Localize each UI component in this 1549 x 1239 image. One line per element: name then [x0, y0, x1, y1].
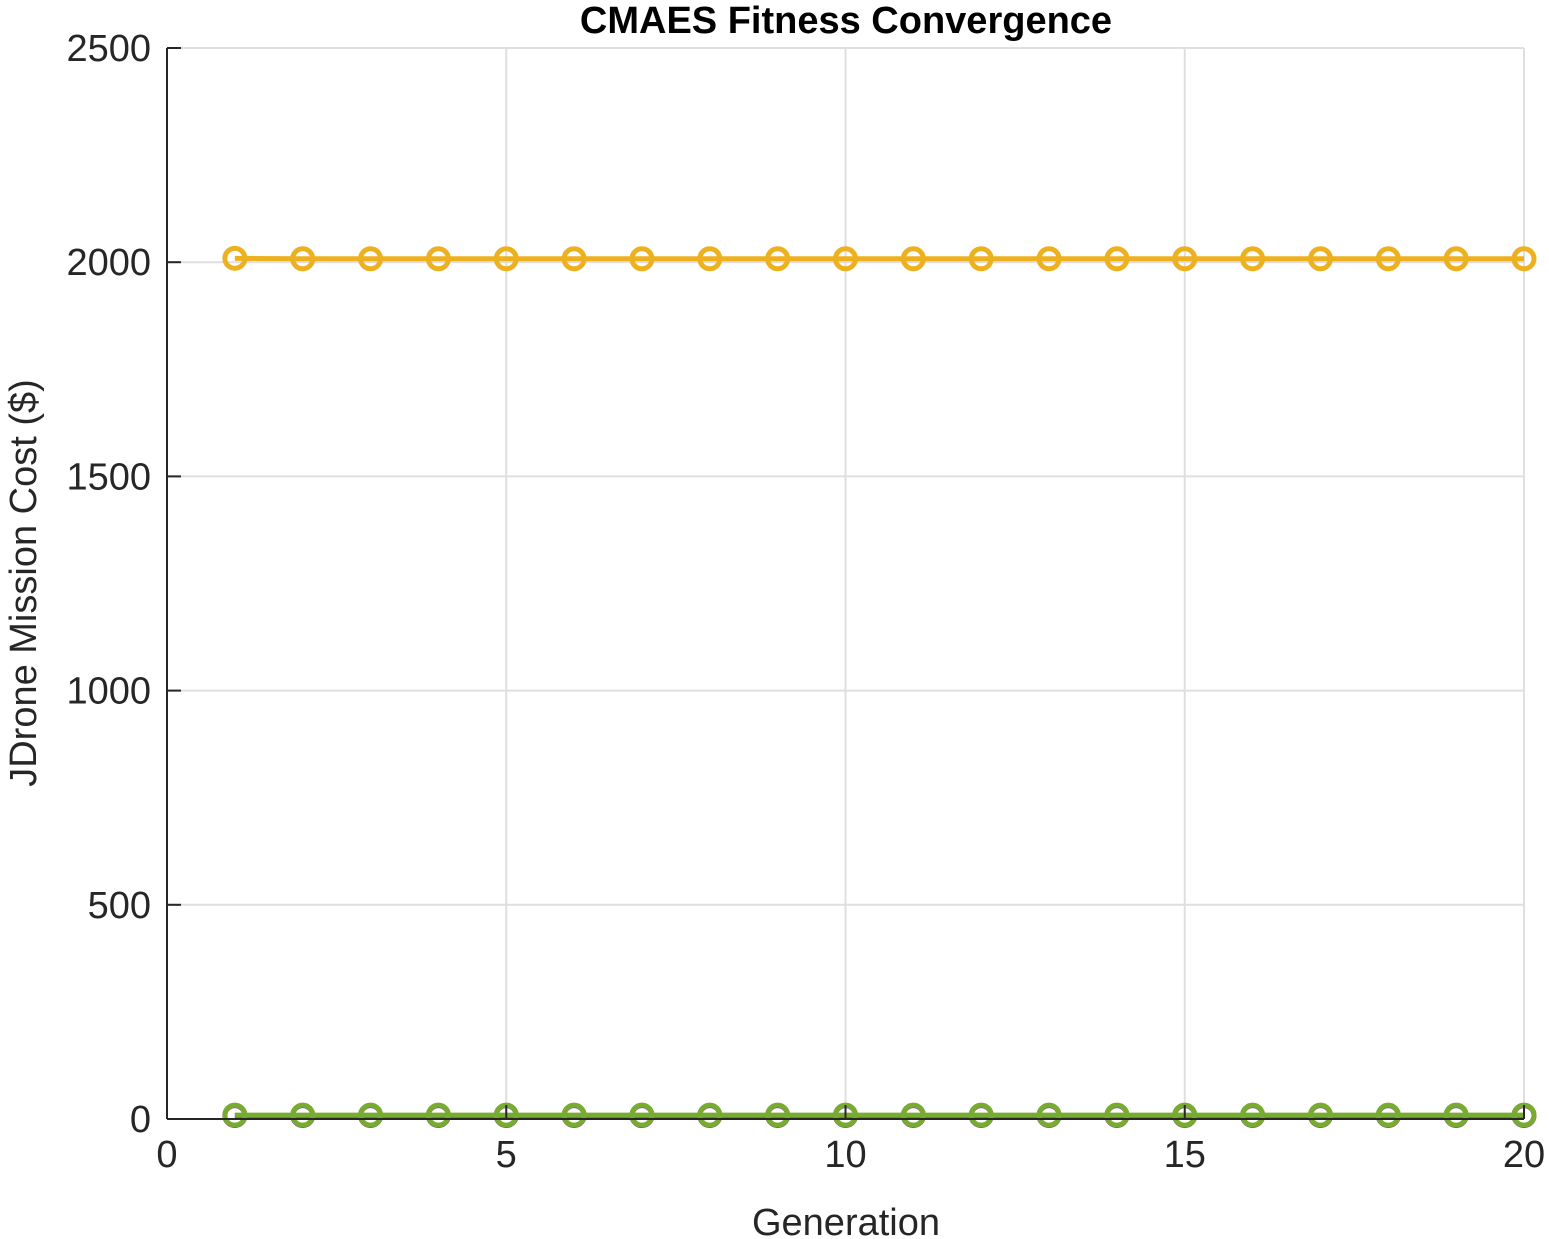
x-tick-label: 15	[1164, 1134, 1206, 1176]
data-point	[358, 1102, 384, 1128]
data-point	[1443, 246, 1469, 272]
data-point	[1036, 246, 1062, 272]
x-tick-label: 0	[156, 1134, 177, 1176]
x-axis-title: Generation	[752, 1202, 940, 1239]
data-point	[1375, 246, 1401, 272]
data-point	[1104, 246, 1130, 272]
data-point	[1036, 1102, 1062, 1128]
x-tick-label: 10	[824, 1134, 866, 1176]
series-1	[222, 245, 1537, 272]
y-tick-label: 2500	[66, 28, 151, 70]
data-point	[425, 246, 451, 272]
data-point	[900, 246, 926, 272]
data-point	[697, 246, 723, 272]
y-tick-label: 0	[130, 1099, 151, 1141]
data-point	[358, 246, 384, 272]
y-tick-label: 1500	[66, 456, 151, 498]
data-point	[290, 1102, 316, 1128]
series-layer	[222, 245, 1537, 1129]
x-tick-label: 20	[1503, 1134, 1545, 1176]
data-point	[493, 246, 519, 272]
data-point	[1307, 1102, 1333, 1128]
data-point	[968, 246, 994, 272]
data-point	[222, 1102, 248, 1128]
data-point	[1375, 1102, 1401, 1128]
axes: 0 5 10 15 20 0 500 1000 1500 2000 2500	[66, 28, 1545, 1176]
data-point	[1307, 246, 1333, 272]
data-point	[561, 1102, 587, 1128]
data-point	[697, 1102, 723, 1128]
data-point	[629, 246, 655, 272]
data-point	[561, 246, 587, 272]
chart-title: CMAES Fitness Convergence	[580, 0, 1112, 42]
data-point	[833, 246, 858, 272]
data-point	[1172, 246, 1198, 272]
data-point	[425, 1102, 451, 1128]
data-point	[629, 1102, 655, 1128]
data-point	[1104, 1102, 1130, 1128]
data-point	[1240, 246, 1266, 272]
data-point	[1443, 1102, 1469, 1128]
data-point	[765, 246, 791, 272]
y-tick-label: 2000	[66, 242, 151, 284]
x-tick-label: 5	[496, 1134, 517, 1176]
y-tick-label: 500	[88, 885, 151, 927]
data-point	[290, 246, 316, 272]
data-point	[1240, 1102, 1266, 1128]
data-point	[968, 1102, 994, 1128]
data-point	[222, 245, 248, 271]
series-3	[222, 1102, 1537, 1128]
grid-lines	[167, 47, 1525, 1119]
data-point	[900, 1102, 926, 1128]
y-tick-label: 1000	[66, 671, 151, 713]
y-axis-title: JDrone Mission Cost ($)	[3, 379, 45, 787]
data-point	[1511, 246, 1537, 272]
data-point	[765, 1102, 791, 1128]
